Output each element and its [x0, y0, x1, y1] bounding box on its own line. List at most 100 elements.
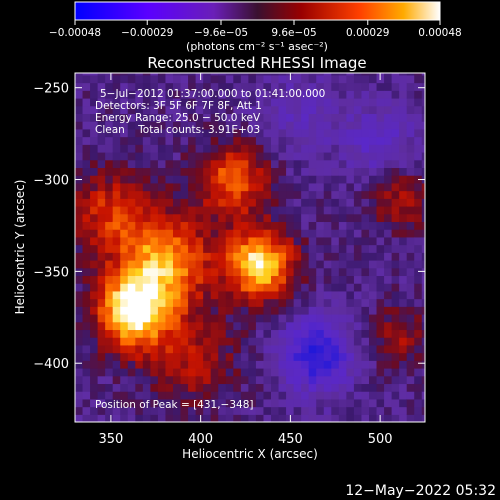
- heatmap-pixel: [255, 113, 265, 122]
- heatmap-pixel: [203, 213, 212, 223]
- heatmap-pixel: [105, 151, 114, 161]
- heatmap-pixel: [384, 128, 393, 138]
- heatmap-pixel: [75, 136, 84, 145]
- heatmap-pixel: [225, 175, 234, 184]
- heatmap-pixel: [353, 383, 363, 392]
- y-tick-label: −250: [33, 82, 69, 97]
- heatmap-pixel: [293, 352, 302, 361]
- heatmap-pixel: [135, 236, 144, 246]
- heatmap-pixel: [338, 337, 347, 346]
- heatmap-pixel: [391, 290, 400, 300]
- heatmap-pixel: [210, 414, 219, 422]
- annotation-detectors: Detectors: 3F 5F 6F 7F 8F, Att 1: [95, 100, 262, 112]
- heatmap-pixel: [105, 167, 114, 176]
- heatmap-pixel: [301, 414, 310, 422]
- heatmap-pixel: [263, 414, 272, 422]
- heatmap-pixel: [188, 128, 197, 138]
- heatmap-pixel: [195, 259, 204, 269]
- heatmap-pixel: [233, 290, 242, 300]
- heatmap-pixel: [135, 121, 144, 130]
- heatmap-pixel: [308, 105, 317, 115]
- heatmap-pixel: [218, 73, 227, 76]
- heatmap-pixel: [195, 229, 204, 238]
- heatmap-pixel: [271, 221, 280, 230]
- heatmap-pixel: [293, 329, 302, 338]
- heatmap-pixel: [301, 175, 310, 184]
- heatmap-pixel: [210, 360, 219, 369]
- heatmap-pixel: [218, 252, 227, 261]
- heatmap-pixel: [90, 167, 99, 176]
- heatmap-pixel: [203, 236, 212, 246]
- heatmap-pixel: [165, 337, 174, 346]
- heatmap-pixel: [135, 151, 144, 161]
- heatmap-pixel: [271, 136, 280, 145]
- heatmap-pixel: [248, 267, 257, 277]
- heatmap-pixel: [278, 213, 287, 223]
- heatmap-pixel: [180, 259, 189, 269]
- heatmap-pixel: [293, 259, 302, 269]
- heatmap-pixel: [188, 267, 197, 277]
- heatmap-pixel: [82, 190, 91, 199]
- heatmap-pixel: [233, 82, 242, 91]
- heatmap-pixel: [210, 175, 219, 184]
- heatmap-pixel: [142, 151, 151, 161]
- heatmap-pixel: [203, 82, 212, 91]
- heatmap-pixel: [286, 267, 295, 277]
- heatmap-pixel: [376, 267, 385, 277]
- heatmap-pixel: [180, 252, 189, 261]
- heatmap-pixel: [308, 244, 317, 253]
- heatmap-pixel: [414, 151, 423, 161]
- heatmap-pixel: [255, 344, 265, 354]
- heatmap-pixel: [90, 244, 99, 253]
- heatmap-pixel: [255, 337, 265, 346]
- heatmap-pixel: [195, 283, 204, 292]
- heatmap-pixel: [271, 298, 280, 307]
- heatmap-pixel: [188, 298, 197, 307]
- heatmap-pixel: [278, 121, 287, 130]
- heatmap-pixel: [331, 74, 340, 84]
- heatmap-pixel: [248, 175, 257, 184]
- heatmap-pixel: [263, 151, 272, 161]
- heatmap-pixel: [361, 414, 370, 422]
- heatmap-pixel: [278, 352, 287, 361]
- heatmap-pixel: [346, 313, 355, 323]
- heatmap-pixel: [97, 205, 106, 215]
- heatmap-pixel: [271, 313, 280, 323]
- heatmap-pixel: [90, 213, 99, 223]
- heatmap-pixel: [173, 259, 182, 269]
- heatmap-pixel: [278, 391, 287, 400]
- heatmap-pixel: [406, 151, 415, 161]
- heatmap-pixel: [406, 306, 415, 315]
- heatmap-pixel: [150, 229, 159, 238]
- heatmap-pixel: [90, 391, 99, 400]
- heatmap-pixel: [391, 383, 400, 392]
- heatmap-pixel: [308, 283, 317, 292]
- heatmap-pixel: [286, 159, 295, 169]
- heatmap-pixel: [271, 367, 280, 377]
- heatmap-pixel: [421, 414, 425, 422]
- heatmap-pixel: [346, 275, 355, 284]
- heatmap-pixel: [225, 344, 234, 354]
- heatmap-pixel: [286, 167, 295, 176]
- heatmap-pixel: [218, 236, 227, 246]
- heatmap-pixel: [165, 144, 174, 153]
- heatmap-pixel: [173, 151, 182, 161]
- heatmap-pixel: [248, 221, 257, 230]
- heatmap-pixel: [414, 205, 423, 215]
- heatmap-pixel: [173, 306, 182, 315]
- heatmap-pixel: [308, 290, 317, 300]
- heatmap-pixel: [240, 267, 249, 277]
- heatmap-pixel: [361, 97, 370, 107]
- heatmap-pixel: [135, 175, 144, 184]
- heatmap-pixel: [127, 136, 136, 145]
- heatmap-pixel: [203, 144, 212, 153]
- heatmap-pixel: [361, 190, 370, 199]
- heatmap-pixel: [203, 352, 212, 361]
- heatmap-pixel: [150, 252, 159, 261]
- heatmap-pixel: [127, 198, 136, 207]
- heatmap-pixel: [150, 97, 159, 107]
- heatmap-pixel: [255, 205, 265, 215]
- heatmap-pixel: [142, 167, 151, 176]
- heatmap-pixel: [361, 337, 370, 346]
- heatmap-pixel: [376, 352, 385, 361]
